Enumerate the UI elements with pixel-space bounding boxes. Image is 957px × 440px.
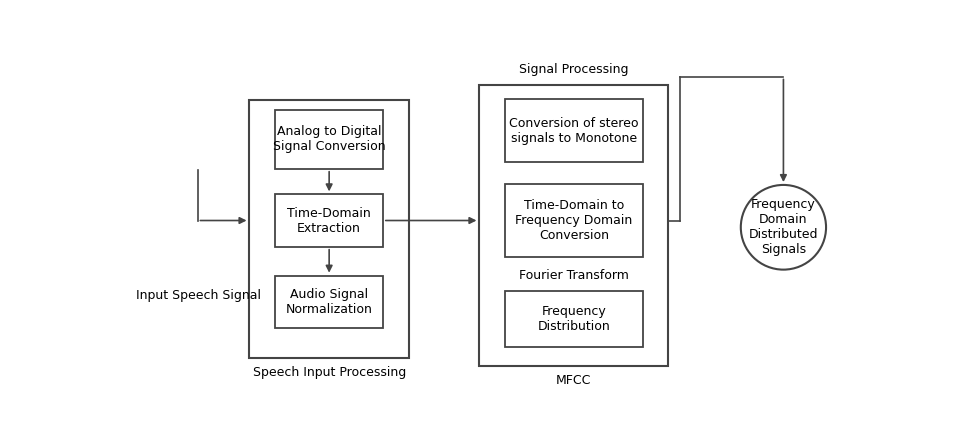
Ellipse shape <box>741 185 826 270</box>
Text: Analog to Digital
Signal Conversion: Analog to Digital Signal Conversion <box>273 125 386 153</box>
Text: Audio Signal
Normalization: Audio Signal Normalization <box>286 288 372 316</box>
FancyBboxPatch shape <box>505 184 642 257</box>
FancyBboxPatch shape <box>505 291 642 347</box>
Text: Time-Domain to
Frequency Domain
Conversion: Time-Domain to Frequency Domain Conversi… <box>515 199 633 242</box>
FancyBboxPatch shape <box>276 194 383 247</box>
Text: Fourier Transform: Fourier Transform <box>519 269 629 282</box>
Text: Input Speech Signal: Input Speech Signal <box>136 289 261 301</box>
Text: Time-Domain
Extraction: Time-Domain Extraction <box>287 206 371 235</box>
Text: MFCC: MFCC <box>556 374 591 387</box>
FancyBboxPatch shape <box>276 110 383 169</box>
Text: Speech Input Processing: Speech Input Processing <box>253 367 406 379</box>
Text: Conversion of stereo
signals to Monotone: Conversion of stereo signals to Monotone <box>509 117 638 145</box>
Text: Frequency
Domain
Distributed
Signals: Frequency Domain Distributed Signals <box>748 198 818 256</box>
FancyBboxPatch shape <box>505 99 642 162</box>
FancyBboxPatch shape <box>250 100 409 358</box>
Text: Signal Processing: Signal Processing <box>519 63 629 76</box>
Text: Frequency
Distribution: Frequency Distribution <box>538 305 611 333</box>
FancyBboxPatch shape <box>276 275 383 328</box>
FancyBboxPatch shape <box>479 85 669 366</box>
